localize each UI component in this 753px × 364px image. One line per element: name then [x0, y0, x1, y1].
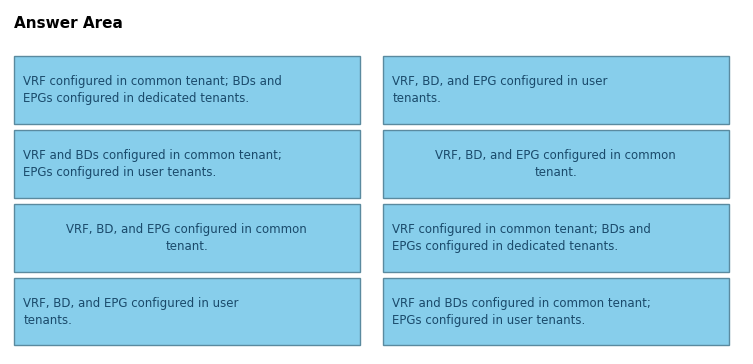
FancyBboxPatch shape	[383, 278, 729, 345]
FancyBboxPatch shape	[14, 56, 360, 124]
FancyBboxPatch shape	[383, 130, 729, 198]
Text: VRF and BDs configured in common tenant;
EPGs configured in user tenants.: VRF and BDs configured in common tenant;…	[392, 297, 651, 327]
FancyBboxPatch shape	[383, 204, 729, 272]
FancyBboxPatch shape	[14, 204, 360, 272]
FancyBboxPatch shape	[14, 278, 360, 345]
Text: Answer Area: Answer Area	[14, 16, 123, 31]
FancyBboxPatch shape	[383, 56, 729, 124]
Text: VRF, BD, and EPG configured in common
tenant.: VRF, BD, and EPG configured in common te…	[66, 223, 307, 253]
Text: VRF, BD, and EPG configured in user
tenants.: VRF, BD, and EPG configured in user tena…	[392, 75, 608, 105]
Text: VRF, BD, and EPG configured in user
tenants.: VRF, BD, and EPG configured in user tena…	[23, 297, 239, 327]
FancyBboxPatch shape	[14, 130, 360, 198]
Text: VRF, BD, and EPG configured in common
tenant.: VRF, BD, and EPG configured in common te…	[435, 149, 676, 179]
Text: VRF and BDs configured in common tenant;
EPGs configured in user tenants.: VRF and BDs configured in common tenant;…	[23, 149, 282, 179]
Text: VRF configured in common tenant; BDs and
EPGs configured in dedicated tenants.: VRF configured in common tenant; BDs and…	[392, 223, 651, 253]
Text: VRF configured in common tenant; BDs and
EPGs configured in dedicated tenants.: VRF configured in common tenant; BDs and…	[23, 75, 282, 105]
